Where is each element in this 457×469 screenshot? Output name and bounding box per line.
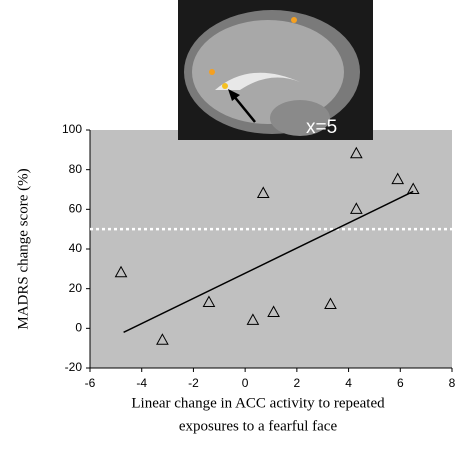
activation-dot [209, 69, 215, 75]
x-tick-label: 6 [397, 376, 404, 390]
x-tick-label: 0 [242, 376, 249, 390]
y-tick-label: -20 [65, 360, 83, 374]
x-axis-label: Linear change in ACC activity to repeate… [131, 395, 385, 411]
y-tick-label: 40 [69, 241, 83, 255]
x-tick-label: 8 [449, 376, 456, 390]
brain-inset: x=5 [178, 0, 373, 140]
y-tick-label: 80 [69, 162, 83, 176]
x-axis-label: exposures to a fearful face [179, 418, 338, 434]
y-axis-label: MADRS change score (%) [15, 168, 31, 329]
activation-dot [291, 17, 297, 23]
chart: -20020406080100-6-4-202468MADRS change s… [0, 0, 457, 464]
plot-area [90, 130, 452, 368]
y-tick-label: 100 [62, 122, 82, 136]
x-tick-label: -6 [85, 376, 96, 390]
x-tick-label: -4 [136, 376, 147, 390]
x-tick-label: 4 [345, 376, 352, 390]
y-tick-label: 0 [75, 321, 82, 335]
inset-label: x=5 [306, 117, 337, 138]
activation-dot [222, 83, 228, 89]
x-tick-label: -2 [188, 376, 199, 390]
y-tick-label: 60 [69, 202, 83, 216]
x-tick-label: 2 [294, 376, 301, 390]
y-tick-label: 20 [69, 281, 83, 295]
